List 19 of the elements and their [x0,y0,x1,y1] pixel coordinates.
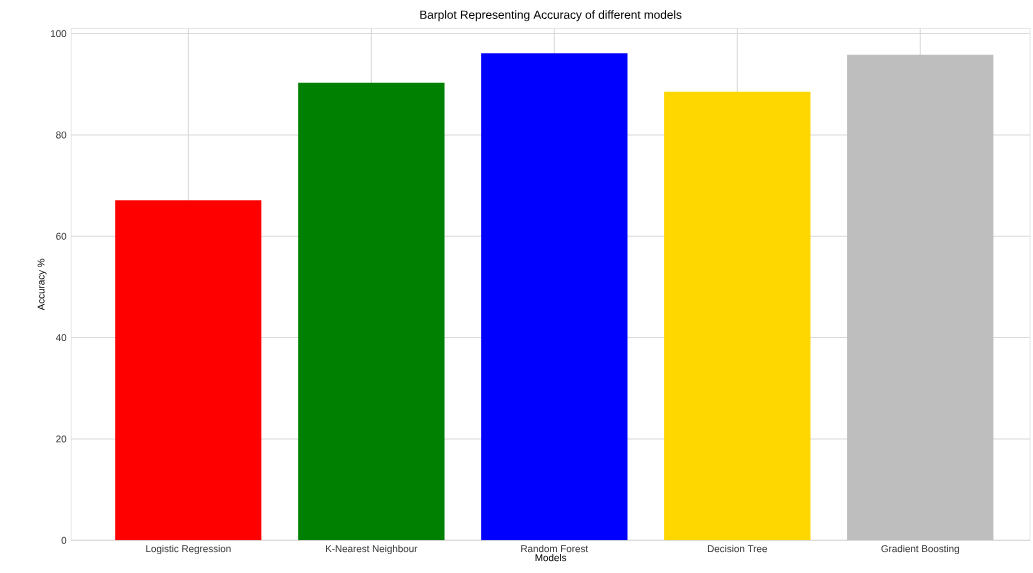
bar [481,53,628,541]
bar [298,82,445,541]
y-tick-label: 0 [61,536,67,544]
x-tick-label: Decision Tree [707,545,767,553]
y-axis-title: Accuracy % [37,258,47,311]
x-tick-label: Logistic Regression [146,545,231,555]
bar [847,54,994,541]
y-tick-label: 80 [56,131,67,139]
x-tick-label: Gradient Boosting [881,545,959,555]
y-tick-label: 20 [56,435,67,443]
x-tick-label: K-Nearest Neighbour [326,545,418,555]
bar [664,91,811,541]
x-axis-title: Models [535,554,567,562]
y-tick-label: 100 [50,30,67,38]
x-tick-label: Random Forest [521,545,589,553]
chart-title: Barplot Representing Accuracy of different models [420,10,682,22]
bar [115,200,262,541]
y-tick-label: 60 [56,232,67,240]
y-tick-label: 40 [55,334,67,342]
